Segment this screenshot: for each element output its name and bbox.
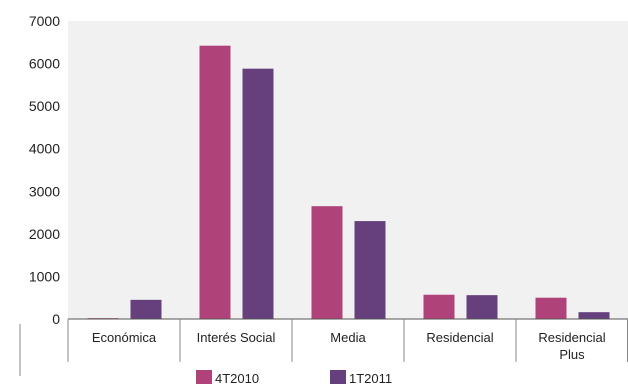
y-tick-label: 1000: [29, 268, 60, 284]
bar-1T2011-1: [242, 68, 274, 320]
y-tick-label: 7000: [29, 13, 60, 29]
bar-4T2010-3: [423, 294, 455, 319]
bar-1T2011-0: [130, 299, 162, 319]
x-category-label: Económica: [92, 330, 157, 345]
bar-4T2010-1: [199, 45, 231, 319]
x-category-label: Residencial: [538, 330, 605, 345]
y-tick-label: 5000: [29, 98, 60, 114]
y-tick-label: 4000: [29, 141, 60, 157]
y-tick-label: 3000: [29, 183, 60, 199]
x-category-label: Residencial: [426, 330, 493, 345]
y-tick-label: 0: [52, 311, 60, 327]
bar-4T2010-4: [535, 297, 567, 319]
plot-area: [68, 21, 628, 319]
x-category-label: Plus: [559, 347, 585, 362]
x-category-label: Media: [330, 330, 366, 345]
y-axis-ticks: 0 1000 2000 3000 4000 5000 6000 7000: [29, 13, 60, 327]
legend-label: 4T2010: [215, 371, 259, 385]
x-category-label: Interés Social: [197, 330, 276, 345]
legend: 4T2010 1T2011: [196, 370, 392, 385]
y-tick-label: 2000: [29, 226, 60, 242]
x-axis: Económica Interés Social Media Residencial R…: [19, 318, 628, 376]
legend-swatch-4T2010: [196, 370, 212, 384]
bar-4T2010-2: [311, 206, 343, 319]
bar-1T2011-3: [466, 295, 498, 319]
bar-1T2011-4: [578, 312, 610, 319]
bar-1T2011-2: [354, 221, 386, 319]
bars: [87, 45, 610, 320]
y-tick-label: 6000: [29, 56, 60, 72]
legend-swatch-1T2011: [330, 370, 346, 384]
legend-label: 1T2011: [349, 371, 392, 385]
